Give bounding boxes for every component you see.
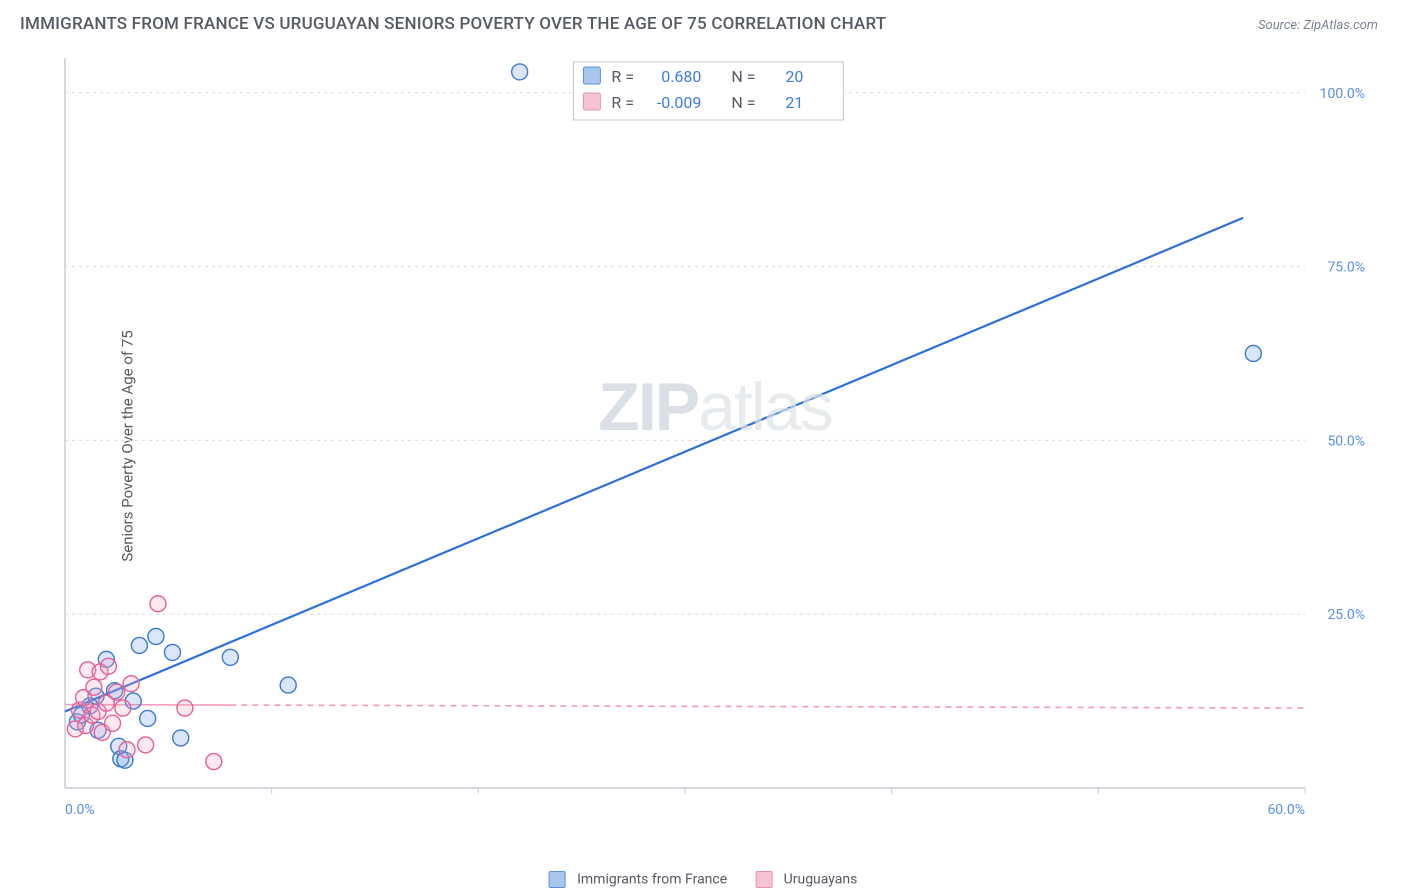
svg-text:R =: R =	[611, 67, 634, 86]
svg-text:N =: N =	[731, 93, 755, 112]
svg-text:21: 21	[785, 93, 803, 112]
legend-item-uruguayans: Uruguayans	[755, 871, 857, 888]
chart-title: IMMIGRANTS FROM FRANCE VS URUGUAYAN SENI…	[20, 14, 886, 34]
svg-text:-0.009: -0.009	[657, 93, 702, 112]
svg-text:60.0%: 60.0%	[1267, 802, 1305, 818]
svg-text:100.0%: 100.0%	[1320, 86, 1365, 102]
legend-swatch-uruguayans	[755, 871, 772, 888]
svg-text:N =: N =	[731, 67, 755, 86]
legend-swatch-france	[549, 871, 566, 888]
svg-text:0.0%: 0.0%	[65, 802, 95, 818]
bottom-legend: Immigrants from France Uruguayans	[549, 871, 858, 888]
legend-label-uruguayans: Uruguayans	[784, 872, 858, 888]
source-attribution: Source: ZipAtlas.com	[1258, 18, 1378, 33]
scatter-plot: ZIPatlas 25.0%50.0%75.0%100.0%0.0%60.0%R…	[55, 48, 1375, 828]
svg-text:R =: R =	[611, 93, 634, 112]
svg-text:50.0%: 50.0%	[1327, 433, 1365, 449]
svg-text:0.680: 0.680	[661, 67, 701, 86]
svg-text:25.0%: 25.0%	[1327, 607, 1365, 623]
legend-label-france: Immigrants from France	[577, 872, 727, 888]
svg-text:75.0%: 75.0%	[1327, 260, 1365, 276]
svg-text:20: 20	[785, 67, 803, 86]
legend-item-france: Immigrants from France	[549, 871, 728, 888]
chart-svg: 25.0% 50.0% 75.0% 100.0% 0.0% 60.0% R = 0.680 N …	[55, 48, 1375, 828]
